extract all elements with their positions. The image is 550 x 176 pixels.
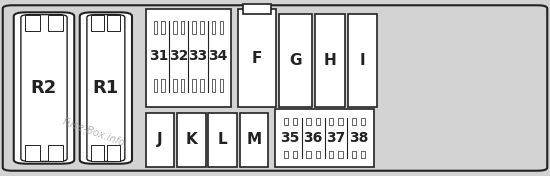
Bar — [153, 79, 157, 92]
Bar — [212, 21, 215, 34]
Text: 35: 35 — [280, 131, 300, 145]
Bar — [48, 145, 63, 161]
Bar — [25, 15, 41, 31]
Text: L: L — [218, 132, 228, 147]
Bar — [238, 9, 276, 107]
Text: 33: 33 — [189, 49, 208, 63]
Bar — [306, 118, 311, 125]
Bar — [279, 14, 312, 107]
Bar — [352, 118, 356, 125]
Bar — [316, 151, 320, 158]
Bar — [329, 118, 333, 125]
Bar — [243, 4, 271, 14]
Bar — [293, 118, 297, 125]
Text: 36: 36 — [304, 131, 323, 145]
Bar — [181, 21, 184, 34]
Bar — [48, 15, 63, 31]
Bar — [200, 79, 204, 92]
Bar — [219, 21, 223, 34]
Bar — [284, 118, 288, 125]
Text: Fuse-Box.info: Fuse-Box.info — [61, 116, 126, 148]
Bar — [240, 113, 268, 167]
Bar — [153, 21, 157, 34]
Bar — [107, 15, 120, 31]
Bar — [208, 113, 237, 167]
Bar — [146, 9, 231, 107]
Bar — [91, 145, 104, 161]
Bar — [146, 113, 174, 167]
Bar — [200, 21, 204, 34]
Bar — [329, 151, 333, 158]
Text: 31: 31 — [150, 49, 169, 63]
Bar — [338, 118, 343, 125]
Text: 32: 32 — [169, 49, 188, 63]
Bar — [361, 118, 365, 125]
Bar — [348, 14, 377, 107]
FancyBboxPatch shape — [3, 5, 547, 171]
Text: 34: 34 — [208, 49, 227, 63]
Bar — [275, 109, 374, 167]
Bar — [91, 15, 104, 31]
Bar — [162, 21, 165, 34]
Bar — [361, 151, 365, 158]
Bar — [177, 113, 206, 167]
Bar — [212, 79, 215, 92]
Text: G: G — [290, 53, 302, 68]
Bar — [173, 79, 177, 92]
Text: 38: 38 — [349, 131, 368, 145]
Bar — [306, 151, 311, 158]
Text: I: I — [360, 53, 365, 68]
Text: 37: 37 — [326, 131, 345, 145]
Bar — [192, 21, 196, 34]
Bar — [316, 118, 320, 125]
Text: M: M — [246, 132, 262, 147]
Bar — [293, 151, 297, 158]
Text: R2: R2 — [31, 79, 57, 97]
FancyBboxPatch shape — [21, 15, 67, 161]
Bar — [173, 21, 177, 34]
FancyBboxPatch shape — [80, 12, 132, 164]
Bar — [219, 79, 223, 92]
Bar — [284, 151, 288, 158]
Text: J: J — [157, 132, 163, 147]
Text: R1: R1 — [93, 79, 119, 97]
Text: F: F — [252, 51, 262, 66]
Bar — [181, 79, 184, 92]
Bar — [25, 145, 41, 161]
Bar — [162, 79, 165, 92]
Text: K: K — [185, 132, 197, 147]
Bar — [338, 151, 343, 158]
Bar — [192, 79, 196, 92]
Bar — [352, 151, 356, 158]
Bar — [107, 145, 120, 161]
Bar — [315, 14, 345, 107]
FancyBboxPatch shape — [14, 12, 74, 164]
Text: H: H — [324, 53, 337, 68]
FancyBboxPatch shape — [87, 15, 125, 161]
